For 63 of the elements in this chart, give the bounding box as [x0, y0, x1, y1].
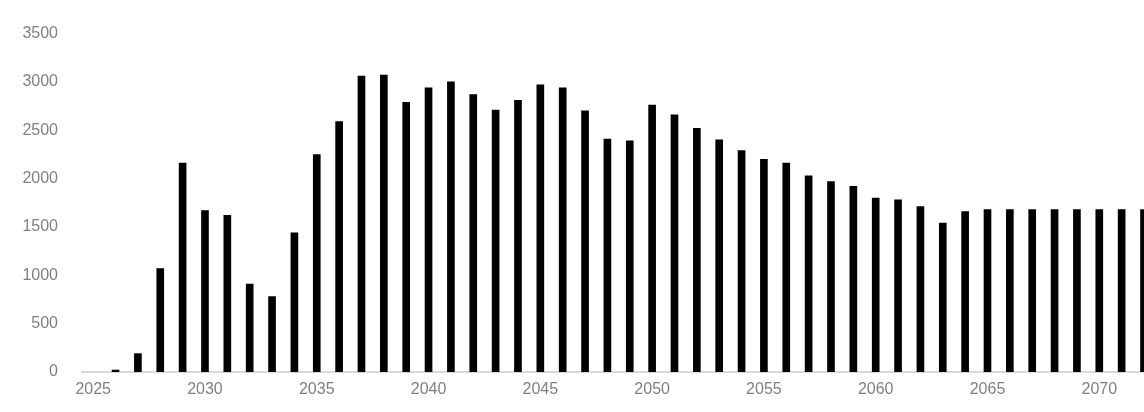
x-tick-label: 2070 — [1081, 380, 1118, 398]
y-tick-label: 0 — [49, 362, 59, 380]
bar — [648, 104, 656, 372]
y-tick-label: 3500 — [22, 24, 59, 42]
x-tick-label: 2045 — [522, 380, 559, 398]
bar — [849, 186, 858, 372]
bar — [715, 139, 724, 372]
bar — [335, 121, 343, 372]
bar — [402, 101, 411, 372]
bar — [424, 87, 433, 372]
bar — [827, 181, 835, 372]
bar — [625, 140, 634, 372]
bar — [894, 199, 902, 372]
bar — [670, 114, 679, 372]
bar — [380, 74, 388, 372]
bar — [983, 209, 992, 372]
bar — [737, 150, 746, 372]
x-tick-label: 2040 — [410, 380, 447, 398]
bar — [134, 353, 142, 372]
bar — [491, 109, 500, 372]
bar — [693, 128, 701, 372]
bar — [156, 268, 165, 372]
y-tick-label: 1000 — [22, 265, 59, 283]
x-tick-label: 2030 — [187, 380, 223, 398]
bar — [1073, 209, 1081, 372]
bar — [1050, 209, 1059, 372]
bar — [290, 232, 299, 372]
x-tick-label: 2050 — [634, 380, 671, 398]
bar — [1095, 209, 1104, 372]
x-tick-label: 2055 — [746, 380, 782, 398]
bar — [514, 99, 522, 372]
bar — [245, 283, 254, 372]
bar — [223, 215, 232, 372]
bar — [603, 138, 612, 372]
bar — [938, 222, 947, 372]
bar — [536, 84, 545, 372]
x-tick-label: 2065 — [969, 380, 1006, 398]
bar — [760, 158, 768, 372]
x-tick-label: 2025 — [75, 380, 112, 398]
bar — [469, 94, 478, 372]
bar — [1117, 209, 1126, 372]
bar — [312, 154, 321, 372]
bar — [581, 110, 589, 372]
bar — [1006, 209, 1014, 372]
bar — [804, 175, 813, 372]
bar — [916, 206, 925, 372]
y-tick-label: 1500 — [22, 217, 59, 235]
bar — [1028, 209, 1037, 372]
y-tick-label: 3000 — [22, 72, 59, 90]
bar — [178, 162, 187, 372]
bar — [201, 210, 209, 372]
bar — [447, 81, 455, 372]
y-tick-label: 2500 — [22, 120, 59, 138]
y-tick-label: 500 — [31, 314, 59, 332]
bar — [558, 87, 567, 372]
x-tick-label: 2060 — [857, 380, 894, 398]
bar — [357, 75, 366, 372]
bar — [782, 162, 791, 372]
bar — [961, 211, 969, 372]
bar — [871, 197, 880, 372]
x-tick-label: 2035 — [298, 380, 335, 398]
y-tick-label: 2000 — [22, 169, 59, 187]
bar — [268, 296, 276, 372]
